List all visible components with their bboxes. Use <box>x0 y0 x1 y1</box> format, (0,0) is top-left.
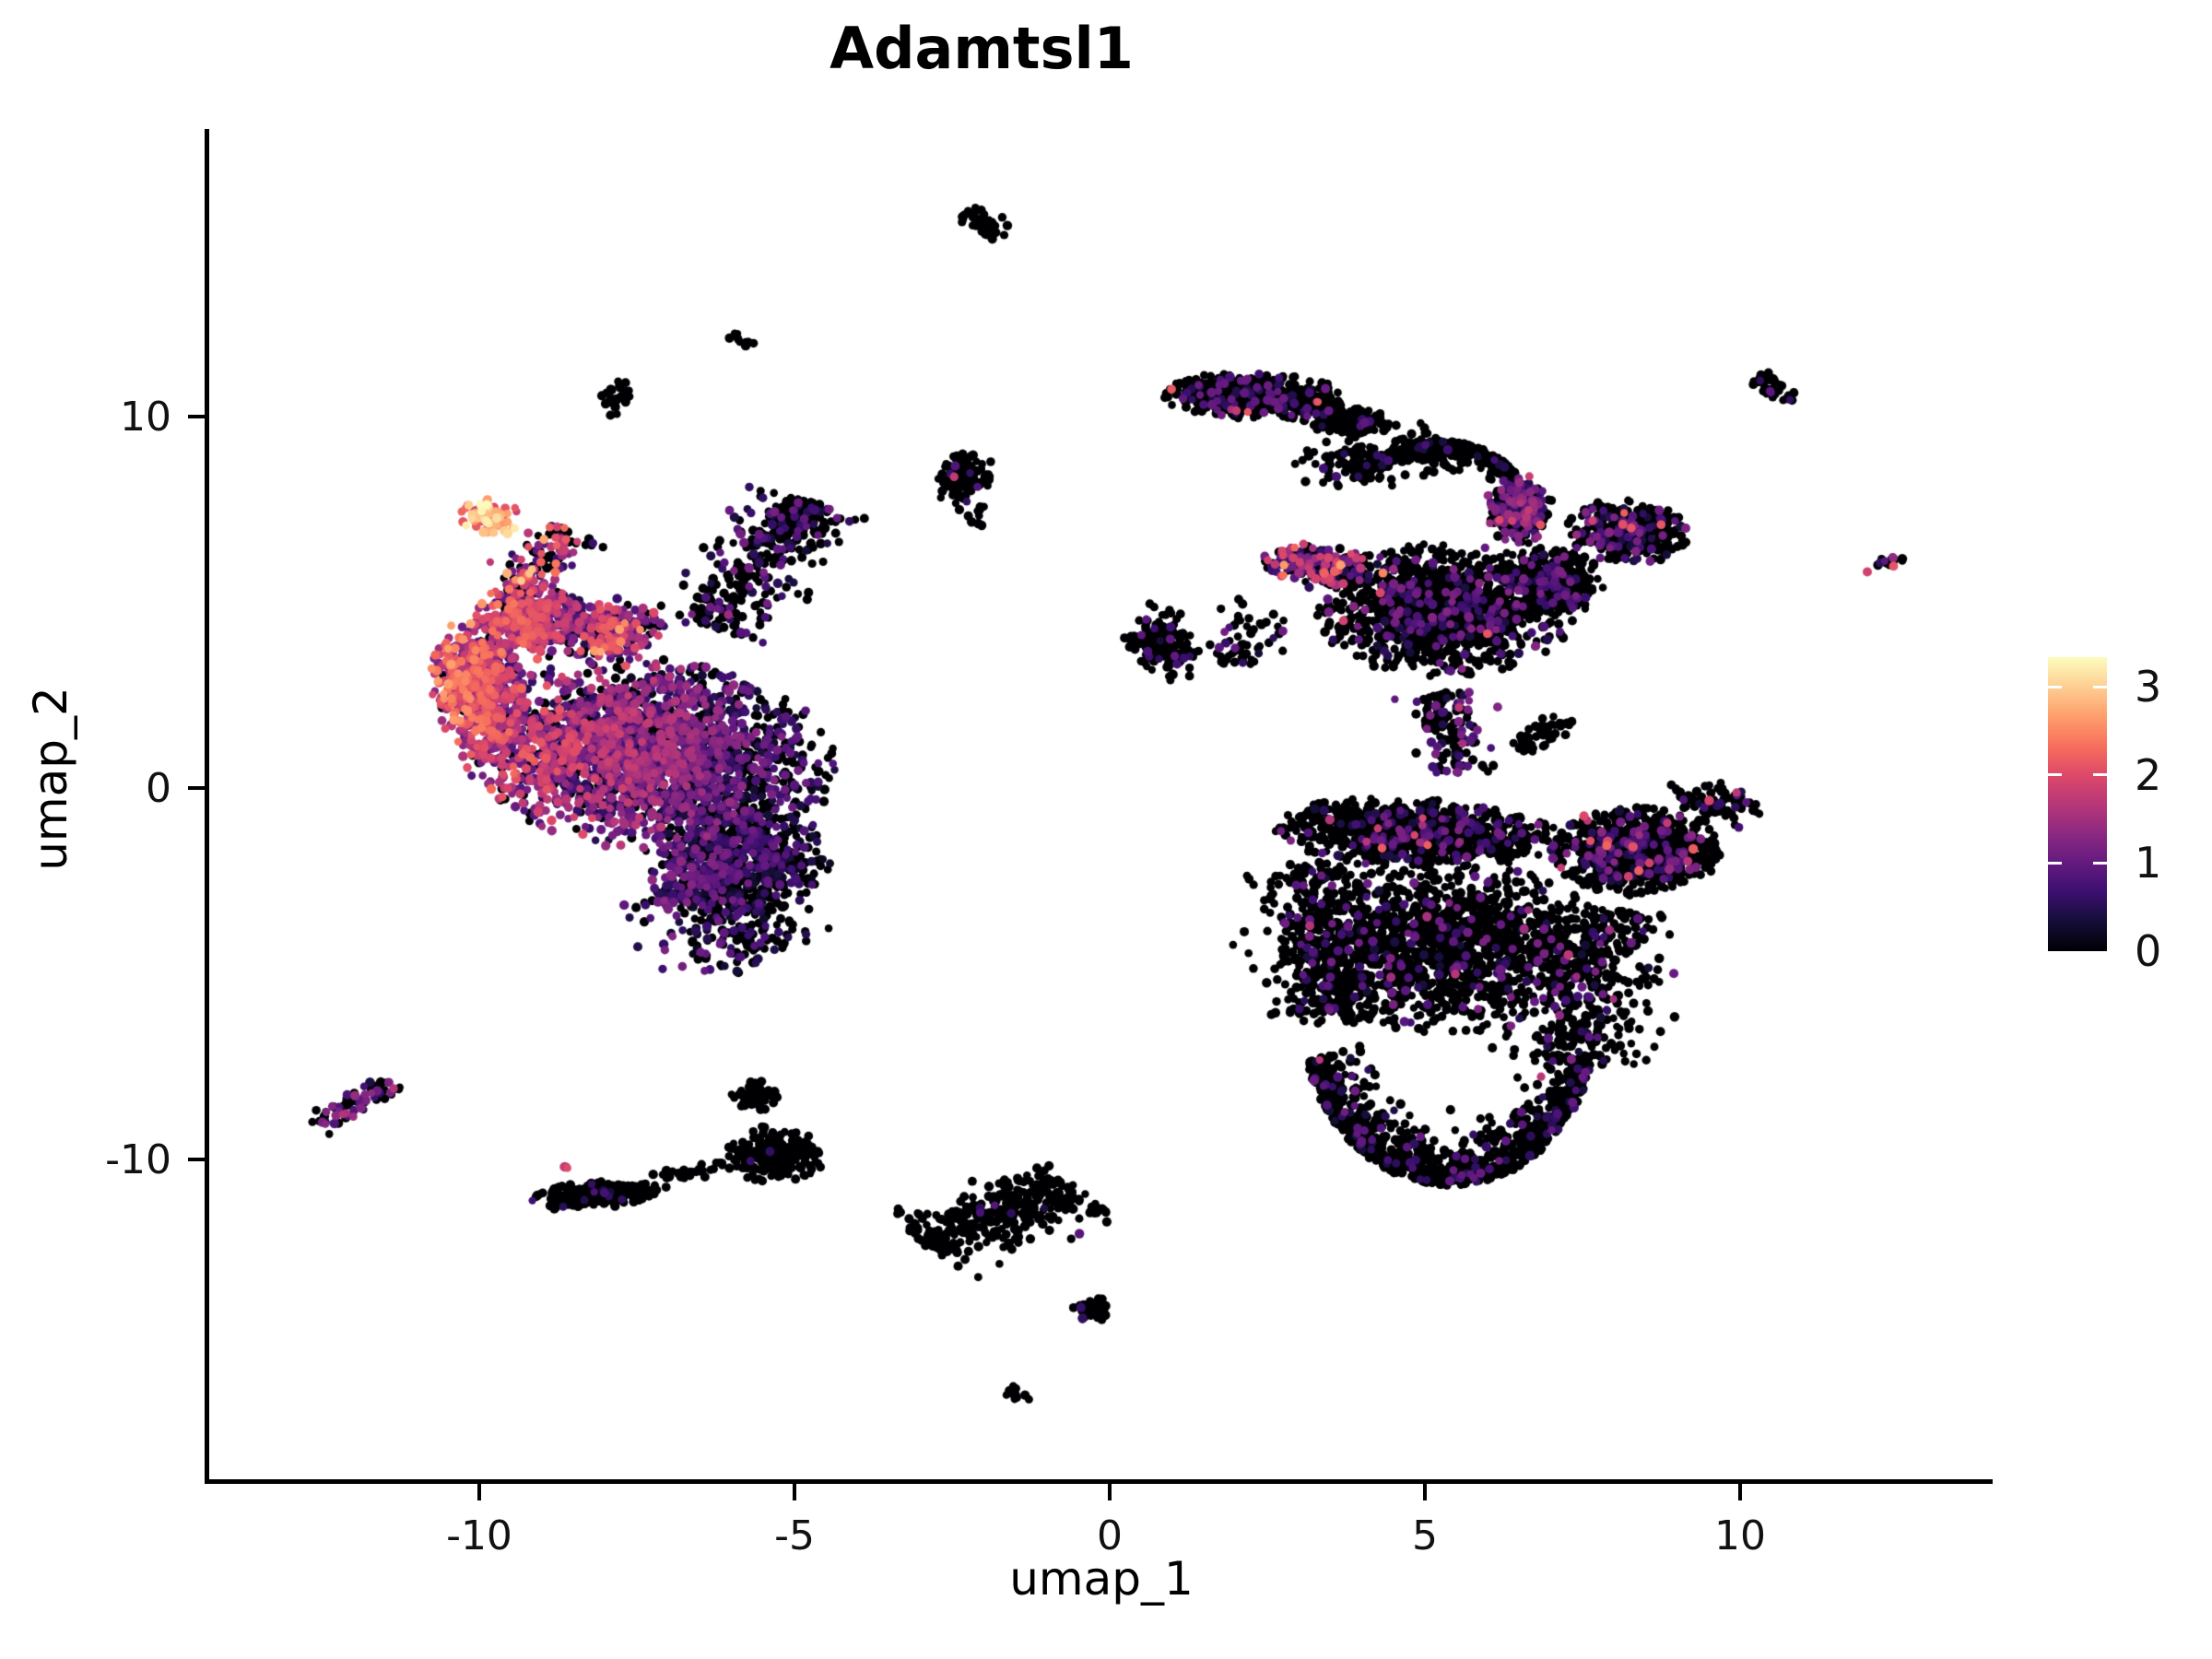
y-axis-line <box>205 129 209 1484</box>
colorbar-tick-mark <box>2048 773 2062 777</box>
y-tick-mark <box>188 415 205 418</box>
x-tick-mark <box>1423 1484 1427 1500</box>
colorbar-tick-label: 3 <box>2135 662 2162 712</box>
x-tick-mark <box>1738 1484 1742 1500</box>
x-tick-label: -5 <box>774 1512 815 1559</box>
colorbar-gradient <box>2048 657 2107 951</box>
colorbar-tick-mark <box>2048 861 2062 865</box>
y-tick-label: 0 <box>146 765 171 812</box>
colorbar-tick-label: 0 <box>2135 926 2162 976</box>
colorbar-tick-label: 2 <box>2135 749 2162 800</box>
x-tick-mark <box>1108 1484 1112 1500</box>
colorbar-tick-mark <box>2093 861 2107 865</box>
x-tick-label: -10 <box>446 1512 512 1559</box>
plot-title: Adamtsl1 <box>830 15 1134 82</box>
x-axis-line <box>205 1479 1993 1484</box>
y-tick-label: -10 <box>105 1136 171 1183</box>
x-tick-label: 5 <box>1412 1512 1438 1559</box>
colorbar-tick-mark <box>2093 773 2107 777</box>
colorbar-legend <box>2048 657 2107 951</box>
colorbar-tick-mark <box>2093 685 2107 688</box>
colorbar-tick-label: 1 <box>2135 838 2162 888</box>
y-tick-label: 10 <box>120 394 171 441</box>
y-tick-mark <box>188 1158 205 1161</box>
x-axis-title: umap_1 <box>1009 1552 1194 1606</box>
x-tick-label: 0 <box>1097 1512 1123 1559</box>
x-tick-mark <box>477 1484 481 1500</box>
y-tick-mark <box>188 786 205 790</box>
y-axis-title: umap_2 <box>24 687 77 871</box>
x-tick-mark <box>793 1484 796 1500</box>
x-tick-label: 10 <box>1714 1512 1766 1559</box>
colorbar-tick-mark <box>2048 685 2062 688</box>
